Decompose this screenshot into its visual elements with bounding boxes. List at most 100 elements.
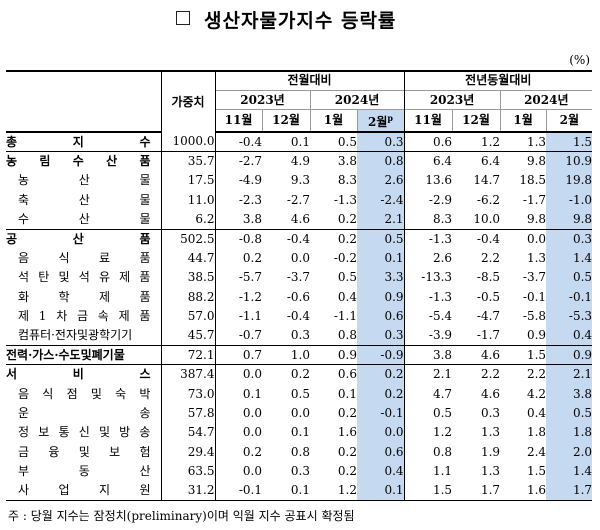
value-cell: 0.2 [262,364,310,385]
weight-cell: 35.7 [160,151,215,172]
value-cell: 3.8 [403,345,453,365]
value-cell: -8.5 [476,270,501,285]
checkbox-square-icon [176,11,190,25]
weight-cell: 73.0 [160,384,215,404]
value-cell: -0.6 [286,289,310,304]
value-cell: 0.0 [500,228,547,249]
corner-header-cell [6,90,161,109]
value-cell: 0.6 [310,364,357,385]
weight-cell: 31.2 [160,481,215,502]
table-row: 수 산 물 6.2 3.8 4.6 0.2 2.1 8.3 10.0 9.8 9.8 [6,209,593,230]
value-cell: 0.5 [337,134,357,149]
mom-month-11: 11월 [214,109,262,134]
value-cell: 0.7 [214,345,262,365]
value-cell: 1.7 [452,481,501,502]
yoy-year-2024: 2024년 [499,89,593,110]
row-label-text: 컴퓨터·전자및광학기기 [18,328,133,343]
value-cell: 0.2 [310,228,357,249]
value-cell: -1.2 [214,287,262,307]
yoy-month-12: 12월 [451,109,501,134]
value-cell: -0.4 [262,228,310,249]
value-cell: 2.2 [500,364,547,385]
table-row: 정 보 통 신 및 방 송 54.7 0.0 0.1 1.6 0.0 1.2 1.3 1.8 1.8 [6,423,593,443]
weight-cell: 57.0 [160,306,215,327]
value-cell: 0.0 [214,423,262,443]
table-row: 공 산 품 502.5 -0.8 -0.4 0.2 0.5 -1.3 -0.4 0.0 0.3 [6,228,593,249]
title-text: 생산자물가지수 등락률 [204,10,397,32]
value-cell: 8.3 [403,209,453,230]
value-cell: -1.1 [214,306,262,327]
value-cell: 1.5 [526,464,547,479]
mom-year-2023: 2023년 [214,89,310,110]
value-cell: 2.2 [480,250,501,265]
value-cell: 0.4 [546,326,593,346]
value-cell: 0.5 [546,403,593,424]
value-cell: 0.2 [337,211,357,226]
value-cell: 0.4 [526,405,547,420]
weight-cell: 11.0 [160,190,215,210]
value-cell: 4.6 [290,211,310,226]
value-cell: 2.1 [357,209,405,230]
value-cell: -0.9 [357,345,405,365]
value-cell: 4.6 [480,386,501,401]
value-cell: -5.7 [214,268,262,288]
value-cell: 0.2 [214,248,262,269]
value-cell: 2.1 [546,364,593,385]
value-cell: -1.0 [546,190,593,210]
value-cell: 0.2 [357,384,405,404]
value-cell: 9.3 [290,173,310,188]
value-cell: 1.0 [262,345,310,365]
value-cell: -5.8 [522,308,547,323]
mom-header: 전월대비 [214,69,405,91]
value-cell: -0.1 [522,289,547,304]
value-cell: -2.9 [403,190,453,210]
corner-header-cell [6,69,161,91]
value-cell: -1.7 [476,328,501,343]
value-cell: 0.8 [290,444,310,459]
value-cell: -0.7 [214,326,262,346]
value-cell: 0.5 [337,270,357,285]
value-cell: 0.9 [546,345,593,365]
value-cell: -0.4 [452,228,501,249]
value-cell: 0.3 [546,228,593,249]
value-cell: 1.6 [337,425,357,440]
value-cell: 14.7 [473,173,501,188]
table-row: 화 학 제 품 88.2 -1.2 -0.6 0.4 0.9 -1.3 -0.5 -0.1 -0.1 [6,287,593,307]
value-cell: -1.3 [333,192,357,207]
table-body: 총 지 수 1000.0 -0.4 0.1 0.5 0.3 0.6 1.2 1.3 1.5 농 림 수 산 품 3… [6,132,593,502]
value-cell: 0.3 [480,405,501,420]
value-cell: 0.2 [357,364,405,385]
value-cell: 0.8 [357,151,405,172]
weight-cell: 38.5 [160,268,215,288]
value-cell: -2.7 [214,151,262,172]
value-cell: -3.7 [522,270,547,285]
value-cell: 19.8 [546,171,593,191]
value-cell: 0.6 [403,132,453,152]
table-row: 서 비 스 387.4 0.0 0.2 0.6 0.2 2.1 2.2 2.2 2.1 [6,364,593,385]
value-cell: 1.3 [480,425,501,440]
value-cell: 4.7 [403,384,453,404]
value-cell: 1.3 [526,250,547,265]
table-row: 축 산 물 11.0 -2.3 -2.7 -1.3 -2.4 -2.9 -6.2 -1.7 -1.0 [6,190,593,210]
value-cell: -4.9 [214,171,262,191]
value-cell: 3.3 [357,268,405,288]
value-cell: -0.1 [357,403,405,424]
yoy-month-11: 11월 [403,109,453,134]
value-cell: 0.3 [290,328,310,343]
value-cell: 2.0 [546,442,593,462]
value-cell: 1.3 [480,464,501,479]
mom-month-12: 12월 [261,109,310,134]
value-cell: 1.8 [546,423,593,443]
value-cell: 1.1 [403,461,453,482]
value-cell: 0.8 [337,328,357,343]
